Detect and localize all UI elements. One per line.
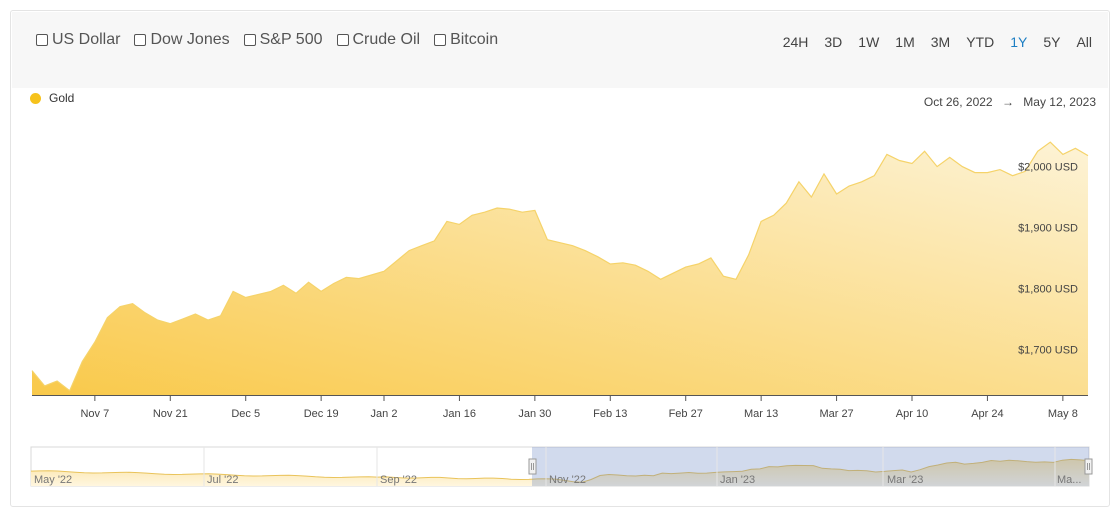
y-tick-label: $1,900 USD xyxy=(1018,222,1078,234)
x-tick-label: Apr 24 xyxy=(971,408,1003,420)
navigator-label: Nov '22 xyxy=(549,474,586,486)
x-tick-label: Jan 2 xyxy=(371,408,398,420)
x-tick-label: Dec 5 xyxy=(231,408,260,420)
navigator-handle-left[interactable] xyxy=(528,458,537,475)
navigator-selection xyxy=(532,447,1089,486)
compare-label: Crude Oil xyxy=(352,31,421,48)
compare-checkbox[interactable] xyxy=(243,34,256,46)
range-button-3d[interactable]: 3D xyxy=(824,34,843,50)
range-button-ytd[interactable]: YTD xyxy=(966,34,995,50)
range-button-1y[interactable]: 1Y xyxy=(1010,34,1028,50)
navigator-label: Jul '22 xyxy=(207,474,238,486)
compare-checkbox[interactable] xyxy=(336,34,349,46)
compare-bitcoin[interactable]: Bitcoin xyxy=(434,31,498,49)
y-tick-label: $1,800 USD xyxy=(1018,283,1078,295)
x-tick-label: Mar 27 xyxy=(819,408,853,420)
navigator-line xyxy=(30,458,1090,483)
x-tick-label: Feb 27 xyxy=(669,408,703,420)
compare-dow-jones[interactable]: Dow Jones xyxy=(134,31,230,49)
x-tick-label: May 8 xyxy=(1048,408,1078,420)
navigator-label: Jan '23 xyxy=(720,474,755,486)
gold-series-line xyxy=(31,141,1089,392)
range-button-1w[interactable]: 1W xyxy=(858,34,880,50)
y-tick-label: $1,700 USD xyxy=(1018,344,1078,356)
y-axis: $1,700 USD $1,800 USD $1,900 USD $2,000 USD xyxy=(1018,162,1078,357)
main-plot xyxy=(31,141,1089,395)
date-range: Oct 26, 2022 → May 12, 2023 xyxy=(924,95,1096,109)
gold-area-fill xyxy=(32,142,1088,395)
time-range-selector: 24H 3D 1W 1M 3M YTD 1Y 5Y All xyxy=(775,33,1100,51)
range-button-all[interactable]: All xyxy=(1076,34,1092,50)
x-tick-label: Jan 16 xyxy=(443,408,476,420)
navigator-label: Mar '23 xyxy=(887,474,923,486)
compare-label: Bitcoin xyxy=(450,31,499,48)
compare-label: US Dollar xyxy=(52,31,121,48)
navigator-handle-right[interactable] xyxy=(1084,458,1093,475)
range-button-24h[interactable]: 24H xyxy=(782,34,809,50)
date-range-start: Oct 26, 2022 xyxy=(923,95,993,109)
x-tick-label: Feb 13 xyxy=(593,408,627,420)
compare-options: US Dollar Dow Jones S&P 500 Crude Oil Bitcoi… xyxy=(36,31,498,49)
compare-checkbox[interactable] xyxy=(36,34,48,46)
x-tick-label: Jan 30 xyxy=(518,408,551,420)
date-range-end: May 12, 2023 xyxy=(1023,95,1096,109)
x-tick-label: Apr 10 xyxy=(896,408,928,420)
x-tick-label: Nov 7 xyxy=(80,408,109,420)
navigator-label: May '22 xyxy=(34,474,72,486)
x-tick-label: Dec 19 xyxy=(304,408,339,420)
navigator-label: Sep '22 xyxy=(380,474,417,486)
navigator-area xyxy=(31,459,1089,486)
x-tick-label: Nov 21 xyxy=(153,408,188,420)
range-button-3m[interactable]: 3M xyxy=(930,34,951,50)
legend-label: Gold xyxy=(49,91,75,105)
navigator[interactable]: May '22 Jul '22 Sep '22 Nov '22 Jan '23 Mar '… xyxy=(30,446,1093,487)
compare-label: Dow Jones xyxy=(150,31,230,48)
range-button-1m[interactable]: 1M xyxy=(895,34,915,50)
navigator-label: Ma... xyxy=(1057,474,1081,486)
compare-crude-oil[interactable]: Crude Oil xyxy=(336,31,421,49)
legend-marker xyxy=(30,92,41,104)
range-button-5y[interactable]: 5Y xyxy=(1043,34,1061,50)
compare-s-p-500[interactable]: S&P 500 xyxy=(243,31,323,49)
y-tick-label: $2,000 USD xyxy=(1018,162,1078,174)
x-axis: Nov 7 Nov 21 Dec 5 Dec 19 Jan 2 Jan 16 Jan 30 F… xyxy=(32,395,1088,420)
legend[interactable]: Gold xyxy=(30,91,74,105)
compare-checkbox[interactable] xyxy=(434,34,447,46)
date-range-arrow: → xyxy=(1001,95,1014,109)
compare-label: S&P 500 xyxy=(259,31,323,48)
x-tick-label: Mar 13 xyxy=(744,408,778,420)
compare-checkbox[interactable] xyxy=(134,34,147,46)
compare-us-dollar[interactable]: US Dollar xyxy=(36,31,120,49)
chart-toolbar: US Dollar Dow Jones S&P 500 Crude Oil Bitcoi… xyxy=(12,12,1108,88)
